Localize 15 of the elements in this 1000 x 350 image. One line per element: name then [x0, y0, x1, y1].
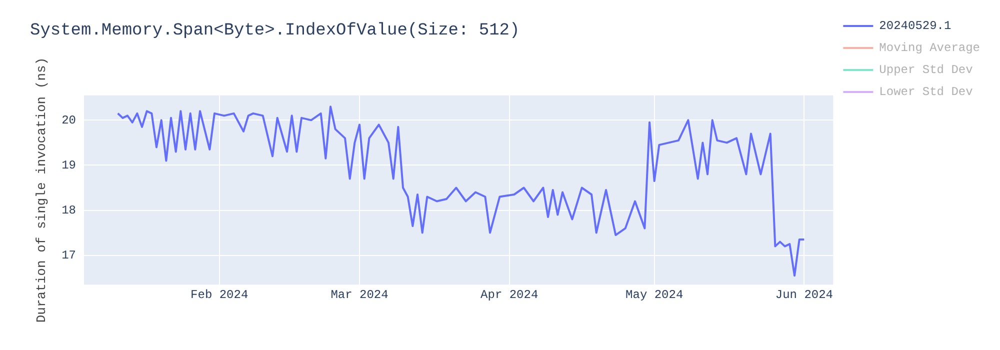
y-tick-label: 18: [62, 203, 76, 218]
legend-label: Lower Std Dev: [879, 85, 973, 100]
legend-label: Upper Std Dev: [879, 63, 973, 78]
y-tick-label: 20: [62, 113, 76, 128]
x-tick-label: Mar 2024: [330, 288, 388, 302]
x-tick-label: Apr 2024: [480, 288, 538, 302]
x-tick-label: Jun 2024: [775, 288, 833, 302]
chart-title: System.Memory.Span<Byte>.IndexOfValue(Size: 512): [30, 22, 520, 41]
y-tick-label: 19: [62, 158, 76, 172]
y-axis-title: Duration of single invocation (ns): [34, 57, 50, 323]
x-tick-label: Feb 2024: [190, 288, 248, 302]
legend-label: Moving Average: [879, 41, 980, 56]
legend-label: 20240529.1: [879, 19, 952, 34]
x-tick-label: May 2024: [626, 288, 684, 302]
y-tick-label: 17: [62, 248, 76, 262]
